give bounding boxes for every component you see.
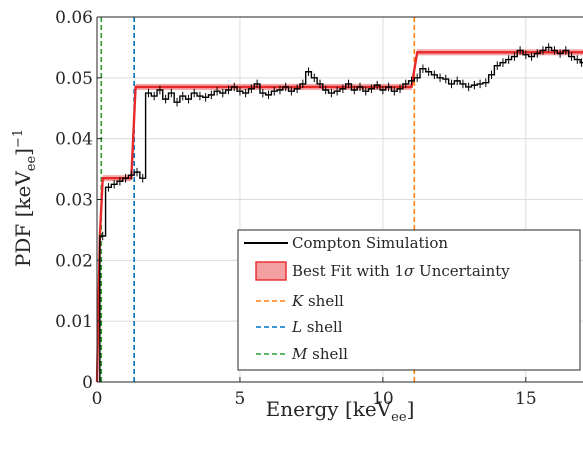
y-tick-label: 0.02 [55, 251, 93, 271]
legend-label-fit: Best Fit with 1σ Uncertainty [292, 262, 510, 280]
x-tick-label: 5 [235, 389, 246, 409]
x-tick-label: 15 [515, 389, 537, 409]
x-tick-label: 0 [92, 389, 103, 409]
fit-line [95, 51, 583, 383]
legend-swatch-fit [255, 261, 287, 281]
legend-label-compton: Compton Simulation [292, 234, 448, 252]
fit-band [95, 49, 583, 383]
y-tick-label: 0.05 [55, 69, 93, 89]
y-tick-label: 0 [82, 373, 93, 393]
legend-label-k-shell: K shell [291, 292, 344, 310]
x-axis-title: Energy [keVee] [266, 397, 415, 425]
y-tick-label: 0.03 [55, 191, 93, 211]
y-tick-label: 0.01 [55, 312, 93, 332]
legend-label-l-shell: L shell [291, 318, 343, 336]
y-tick-label: 0.04 [55, 130, 93, 150]
y-tick-label: 0.06 [55, 8, 93, 28]
y-axis-title: PDF [keVee]−1 [11, 129, 39, 267]
legend: Compton Simulation Best Fit with 1σ Unce… [237, 229, 581, 371]
x-tick-label: 10 [372, 389, 394, 409]
ticks: 0 5 10 15 0 0.01 0.02 0.03 0.04 0.05 0.06 [55, 8, 537, 409]
legend-label-m-shell: M shell [291, 345, 348, 363]
histogram-steps [99, 46, 583, 382]
compton-histogram [99, 43, 583, 382]
legend-box [237, 229, 581, 371]
